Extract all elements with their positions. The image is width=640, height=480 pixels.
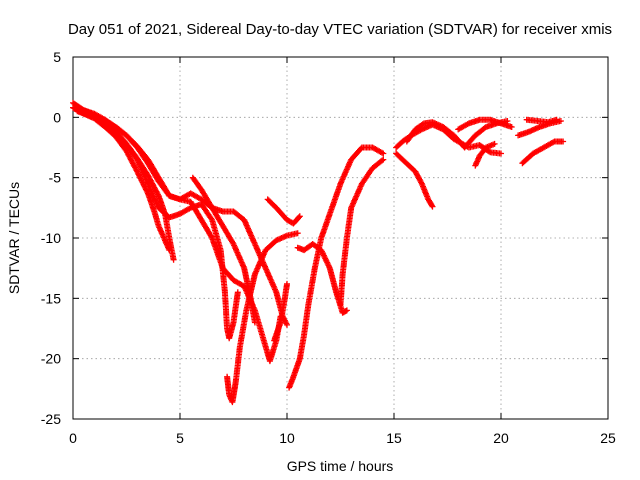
x-axis-label: GPS time / hours <box>287 458 394 474</box>
x-tick-label: 25 <box>600 430 616 446</box>
x-tick-label: 10 <box>279 430 295 446</box>
series-track-16 <box>455 116 515 133</box>
data-point <box>498 150 504 157</box>
series-track-20 <box>523 116 560 126</box>
data-point <box>380 150 387 157</box>
data-point <box>208 215 215 222</box>
y-tick-label: -5 <box>49 170 62 186</box>
data-point <box>170 256 177 263</box>
data-point <box>557 118 564 124</box>
series-track-14 <box>393 150 436 210</box>
y-tick-label: 0 <box>53 109 61 125</box>
data-point <box>294 230 301 237</box>
data-point <box>284 321 290 328</box>
grid-lines <box>73 57 608 419</box>
x-tick-label: 15 <box>386 430 402 446</box>
data-point <box>418 179 425 186</box>
data-point <box>486 148 493 155</box>
data-point <box>251 319 258 326</box>
series-track-19 <box>519 138 567 167</box>
data-point <box>295 214 302 221</box>
data-point <box>428 202 435 209</box>
series-track-5 <box>91 114 290 328</box>
x-tick-label: 0 <box>69 430 77 446</box>
y-tick-label: -10 <box>41 230 61 246</box>
data-point <box>234 289 241 296</box>
series-track-10 <box>286 144 387 391</box>
series-track-17 <box>472 140 498 169</box>
data-point <box>343 307 350 314</box>
y-tick-label: -25 <box>41 411 61 427</box>
series-track-9 <box>271 280 290 344</box>
data-point <box>208 233 215 240</box>
x-axis: 0 5 10 15 20 25 <box>69 57 616 446</box>
y-tick-label: -15 <box>41 290 61 306</box>
y-tick-label: -20 <box>41 351 61 367</box>
series-track-3 <box>74 108 241 342</box>
data-point <box>553 116 560 123</box>
data-point <box>508 124 515 130</box>
series-track-11 <box>294 241 350 316</box>
data-markers <box>70 99 567 406</box>
data-point <box>380 156 387 163</box>
y-axis-label: SDTVAR / TECUs <box>6 182 22 294</box>
data-point <box>284 280 290 287</box>
series-track-12 <box>337 156 387 308</box>
data-point <box>473 159 480 166</box>
series-track-15 <box>403 118 511 151</box>
data-point <box>419 121 426 128</box>
y-axis: -25 -20 -15 -10 -5 0 5 <box>41 49 608 427</box>
data-point <box>379 157 386 164</box>
data-point <box>379 149 385 156</box>
data-point <box>296 213 303 220</box>
series-track-8 <box>264 196 303 227</box>
data-point <box>166 247 173 254</box>
data-point <box>550 139 557 146</box>
series-track-7 <box>224 230 301 406</box>
x-tick-label: 20 <box>493 430 509 446</box>
data-point <box>491 140 498 147</box>
y-tick-label: 5 <box>53 49 61 65</box>
chart-title: Day 051 of 2021, Sidereal Day-to-day VTE… <box>68 21 612 38</box>
data-point <box>560 138 567 145</box>
x-tick-label: 5 <box>176 430 184 446</box>
data-point <box>429 203 436 210</box>
